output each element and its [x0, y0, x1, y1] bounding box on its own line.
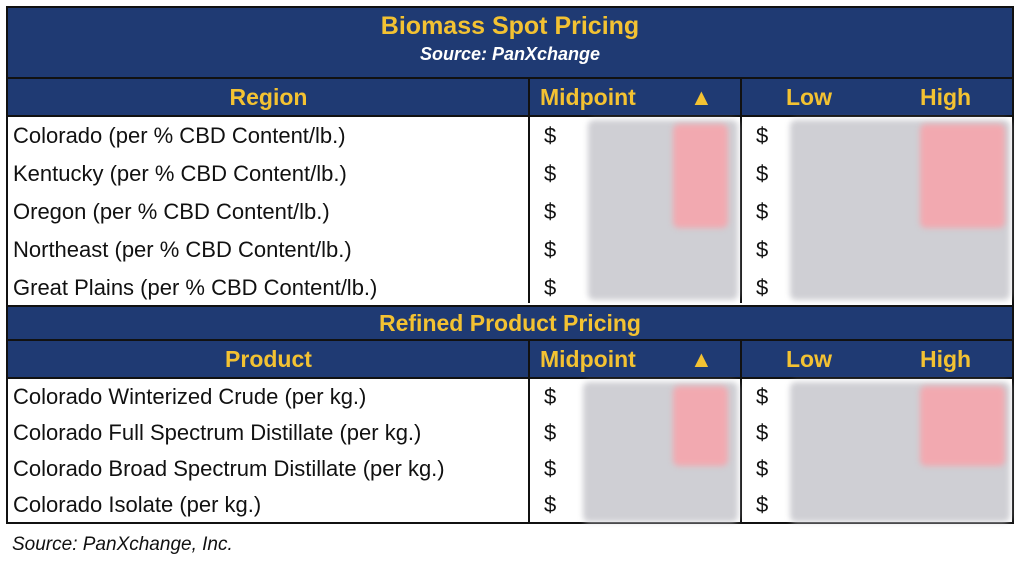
table-source: Source: PanXchange [419, 44, 601, 64]
currency-symbol: $ [544, 161, 557, 186]
currency-symbol: $ [544, 492, 557, 517]
table-row: Great Plains (per % CBD Content/lb.) $ $ [8, 269, 1012, 307]
table-row: Colorado Broad Spectrum Distillate (per … [8, 451, 1012, 487]
sort-arrow-icon[interactable]: ▲ [690, 346, 713, 372]
column-header-high: High [920, 346, 972, 372]
currency-symbol: $ [544, 456, 557, 481]
currency-symbol: $ [544, 123, 557, 148]
currency-symbol: $ [756, 492, 769, 517]
column-header-high: High [920, 84, 972, 110]
currency-symbol: $ [544, 199, 557, 224]
column-divider [528, 341, 530, 522]
column-header-region: Region [229, 84, 308, 110]
currency-symbol: $ [756, 456, 769, 481]
table-row: Colorado Full Spectrum Distillate (per k… [8, 415, 1012, 451]
currency-symbol: $ [756, 123, 769, 148]
table-row: Kentucky (per % CBD Content/lb.) $ $ [8, 155, 1012, 193]
footer-source: Source: PanXchange, Inc. [12, 534, 233, 555]
currency-symbol: $ [756, 420, 769, 445]
column-header-midpoint: Midpoint [540, 84, 636, 110]
row-label: Kentucky (per % CBD Content/lb.) [13, 161, 347, 186]
column-header-low: Low [786, 346, 832, 372]
currency-symbol: $ [544, 275, 557, 300]
currency-symbol: $ [756, 384, 769, 409]
section-title-refined: Refined Product Pricing [8, 305, 1012, 341]
table-row: Oregon (per % CBD Content/lb.) $ $ [8, 193, 1012, 231]
row-label: Colorado Broad Spectrum Distillate (per … [13, 456, 445, 481]
currency-symbol: $ [756, 237, 769, 262]
column-divider [528, 79, 530, 303]
row-label: Northeast (per % CBD Content/lb.) [13, 237, 352, 262]
redacted-high-change [920, 386, 1005, 466]
table-row: Colorado Winterized Crude (per kg.) $ $ [8, 379, 1012, 415]
table-row: Northeast (per % CBD Content/lb.) $ $ [8, 231, 1012, 269]
column-divider [740, 79, 742, 303]
column-header-low: Low [786, 84, 832, 110]
currency-symbol: $ [756, 275, 769, 300]
biomass-header-row: Region Midpoint ▲ Low High [8, 79, 1012, 117]
pricing-table: Biomass Spot Pricing Source: PanXchange … [6, 6, 1014, 524]
currency-symbol: $ [544, 420, 557, 445]
table-row: Colorado Isolate (per kg.) $ $ [8, 487, 1012, 523]
sort-arrow-icon[interactable]: ▲ [690, 84, 713, 110]
redacted-midpoint-change [673, 124, 728, 228]
refined-header-row: Product Midpoint ▲ Low High [8, 341, 1012, 379]
row-label: Colorado Winterized Crude (per kg.) [13, 384, 367, 409]
redacted-high-change [920, 124, 1005, 228]
row-label: Colorado Full Spectrum Distillate (per k… [13, 420, 422, 445]
currency-symbol: $ [756, 161, 769, 186]
column-divider [740, 341, 742, 522]
row-label: Colorado Isolate (per kg.) [13, 492, 262, 517]
redacted-midpoint-change [673, 386, 728, 466]
column-header-midpoint: Midpoint [540, 346, 636, 372]
row-label: Great Plains (per % CBD Content/lb.) [13, 275, 378, 300]
row-label: Colorado (per % CBD Content/lb.) [13, 123, 346, 148]
table-title-block: Biomass Spot Pricing Source: PanXchange [8, 8, 1012, 79]
currency-symbol: $ [756, 199, 769, 224]
currency-symbol: $ [544, 384, 557, 409]
table-title: Biomass Spot Pricing [380, 12, 640, 40]
currency-symbol: $ [544, 237, 557, 262]
column-header-product: Product [225, 346, 312, 372]
table-row: Colorado (per % CBD Content/lb.) $ $ [8, 117, 1012, 155]
row-label: Oregon (per % CBD Content/lb.) [13, 199, 330, 224]
